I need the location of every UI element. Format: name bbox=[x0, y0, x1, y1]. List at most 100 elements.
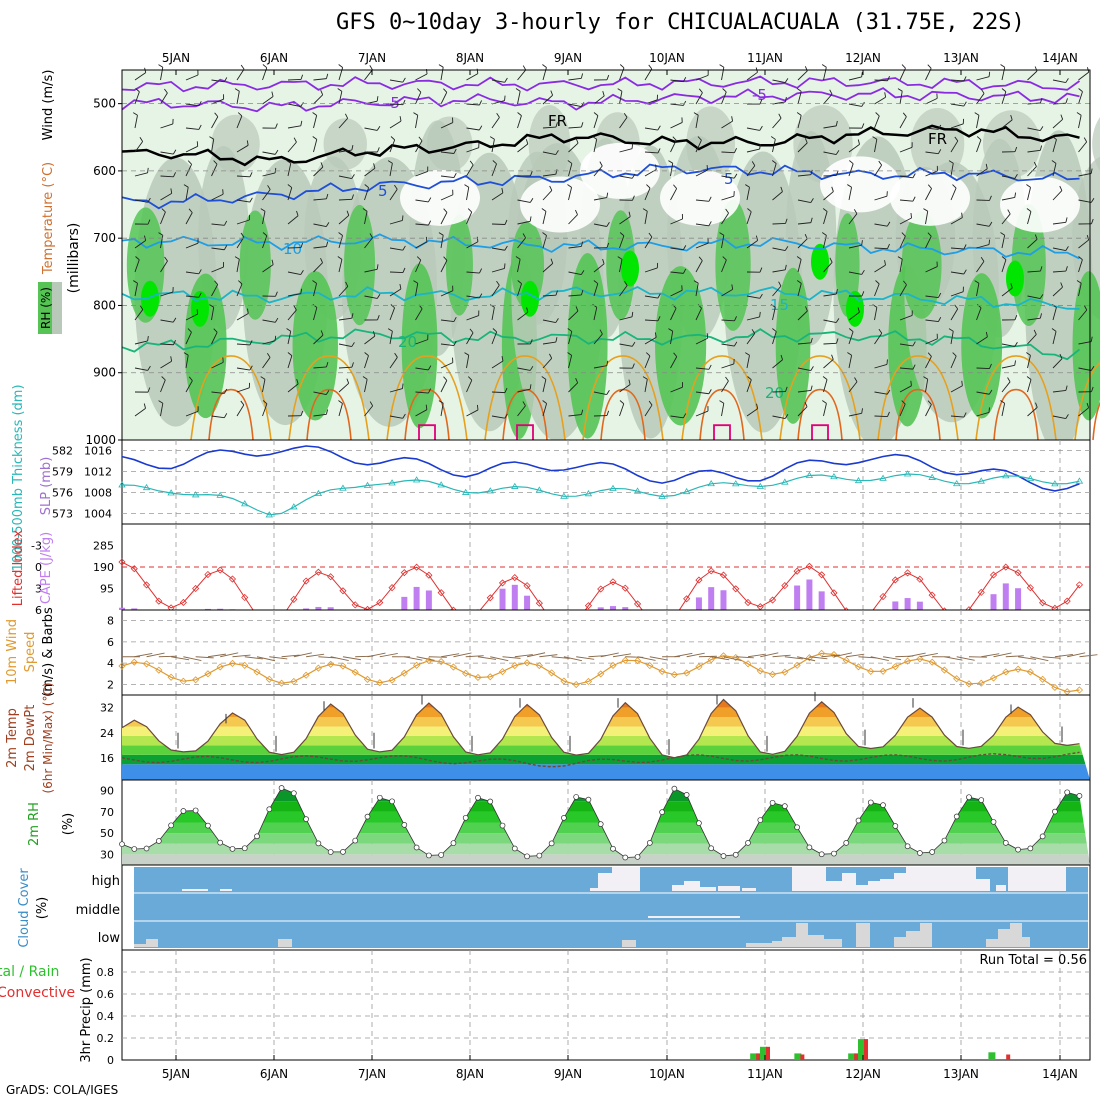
wind-barb bbox=[925, 356, 932, 369]
wind-barb-flag bbox=[183, 352, 189, 356]
wind-barb-flag bbox=[631, 143, 634, 149]
wind-barb bbox=[1078, 309, 1088, 321]
wind-barb bbox=[415, 241, 428, 249]
p8-label-c: 3hr Precip (mm) bbox=[79, 957, 94, 1062]
thickness-tick-label: 579 bbox=[52, 466, 73, 479]
precip-convective-bar bbox=[766, 1046, 770, 1060]
precip-total-bar bbox=[848, 1053, 856, 1060]
wind-barb-flag bbox=[274, 149, 279, 155]
rh-marker bbox=[1076, 793, 1083, 799]
wind-barb-flag bbox=[1059, 185, 1063, 191]
surface-wind-barb bbox=[293, 652, 312, 658]
wind-barb bbox=[950, 415, 964, 418]
rh-marker bbox=[1002, 840, 1009, 846]
wind-barb-flag bbox=[369, 233, 373, 239]
wind-barb-flag bbox=[133, 280, 138, 284]
lifted-index-marker bbox=[302, 577, 310, 585]
wind-barb bbox=[415, 339, 428, 345]
wind-barb-flag bbox=[453, 316, 457, 322]
wind-barb-flag bbox=[337, 88, 343, 92]
cape-bar bbox=[892, 601, 899, 610]
wind-barb-flag bbox=[1007, 377, 1011, 383]
p5-label-a: 2m Temp bbox=[5, 708, 20, 768]
rh-marker bbox=[929, 849, 936, 855]
wind-barb-flag bbox=[751, 329, 756, 334]
p3-li-label: Lifted Index bbox=[11, 529, 26, 606]
wind-barb bbox=[389, 79, 403, 83]
wind-barb-flag bbox=[515, 256, 521, 260]
wind-barb-flag bbox=[271, 91, 274, 97]
wind-barb-flag bbox=[1014, 192, 1017, 198]
wind-barb-flag bbox=[467, 208, 473, 213]
wind-barb-flag bbox=[453, 173, 457, 178]
wind-barb bbox=[364, 405, 374, 417]
wind-barb-flag bbox=[912, 364, 916, 370]
wind-barb bbox=[262, 264, 274, 273]
top-day-label: 7JAN bbox=[358, 51, 386, 65]
wind-barb bbox=[440, 175, 454, 179]
wind-barb-flag bbox=[135, 256, 140, 261]
thickness-marker bbox=[756, 482, 765, 489]
wind-barb-flag bbox=[628, 379, 631, 385]
lifted-index-marker bbox=[1063, 597, 1071, 605]
wind-barb bbox=[542, 379, 547, 393]
thickness-marker bbox=[952, 479, 961, 487]
wind-barb-flag bbox=[657, 125, 661, 131]
wind-barb bbox=[848, 271, 862, 275]
wind-barb bbox=[925, 97, 938, 105]
lifted-index-marker bbox=[818, 571, 826, 579]
wind-barb-flag bbox=[504, 387, 508, 393]
p7-label-a: Cloud Cover bbox=[17, 868, 32, 948]
wind-barb-flag bbox=[980, 89, 985, 94]
wind-barb bbox=[185, 187, 189, 201]
wind-barb bbox=[899, 146, 913, 153]
surface-wind-barb bbox=[944, 656, 963, 661]
wind-speed-marker bbox=[989, 674, 998, 682]
wind-barb-flag bbox=[312, 112, 317, 116]
wind-barb bbox=[746, 165, 756, 177]
wind-barb bbox=[976, 261, 985, 273]
wind-barb bbox=[899, 175, 913, 179]
wind-barb-flag bbox=[541, 376, 547, 380]
rh-band bbox=[122, 854, 1090, 865]
wind-barb-flag bbox=[903, 280, 907, 286]
wind-barb bbox=[389, 331, 393, 345]
wind-barb-flag bbox=[504, 77, 508, 83]
wind-barb-flag bbox=[489, 304, 495, 308]
lifted-index-marker bbox=[388, 584, 396, 592]
wind-barb bbox=[287, 309, 297, 321]
rh-grey-patch bbox=[1092, 117, 1100, 171]
cloud-low-bar bbox=[998, 929, 1010, 947]
wind-barb bbox=[874, 332, 883, 345]
wind-barb bbox=[874, 307, 878, 321]
wind-barb bbox=[899, 343, 913, 347]
wind-barb bbox=[797, 115, 802, 129]
cape-bar bbox=[1002, 583, 1009, 610]
wind-barb-flag bbox=[344, 113, 349, 119]
li-tick-label: 3 bbox=[35, 583, 42, 596]
wind-barb bbox=[313, 391, 327, 396]
wind-barb-flag bbox=[504, 413, 508, 419]
surface-wind-barb bbox=[1030, 656, 1049, 662]
wind-barb bbox=[236, 219, 250, 225]
rh-marker bbox=[855, 817, 862, 824]
rh-marker bbox=[769, 799, 776, 806]
wind-barb-flag bbox=[492, 160, 497, 165]
wind-speed-marker bbox=[179, 677, 187, 685]
wind-barb-flag bbox=[822, 376, 828, 380]
wind-speed-marker bbox=[584, 677, 593, 686]
wind-speed-marker bbox=[486, 673, 494, 681]
wind-barb bbox=[236, 115, 243, 129]
wind-speed-line bbox=[121, 652, 1080, 693]
wind-barb-flag bbox=[427, 197, 432, 203]
wind-barb bbox=[517, 237, 526, 249]
wind-barb-flag bbox=[517, 280, 522, 284]
wind-barb bbox=[389, 163, 393, 177]
wind-barb bbox=[823, 93, 833, 105]
wind-barb bbox=[542, 190, 553, 201]
rh-marker bbox=[327, 849, 334, 855]
wind-barb-flag bbox=[234, 256, 240, 260]
wind-speed-marker bbox=[278, 679, 286, 687]
rh-green-column bbox=[292, 271, 338, 421]
wind-barb-flag bbox=[963, 101, 967, 107]
